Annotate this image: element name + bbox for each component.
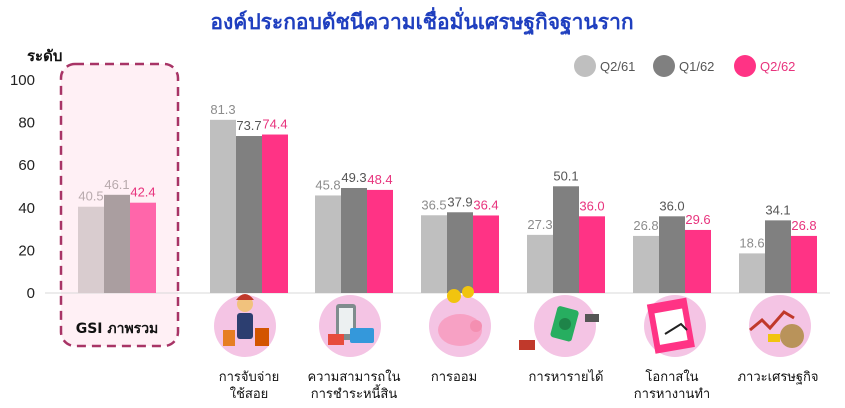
bar bbox=[527, 234, 553, 293]
bar bbox=[341, 187, 367, 293]
bar bbox=[236, 136, 262, 293]
data-label: 29.6 bbox=[685, 212, 710, 227]
bar bbox=[765, 220, 791, 293]
bar bbox=[553, 186, 579, 293]
piggy-bank-icon bbox=[429, 286, 491, 357]
y-tick-label: 80 bbox=[18, 115, 35, 132]
data-label: 36.0 bbox=[579, 198, 604, 213]
bar bbox=[633, 235, 659, 293]
category-icons bbox=[214, 286, 811, 357]
y-axis-label: ระดับ bbox=[27, 47, 62, 65]
category-label: การออม bbox=[431, 370, 477, 385]
legend-label: Q2/62 bbox=[760, 59, 795, 74]
bar bbox=[262, 134, 288, 293]
job-ad-icon bbox=[644, 295, 706, 357]
bar bbox=[315, 195, 341, 293]
data-label: 74.4 bbox=[262, 117, 287, 132]
legend: Q2/61 Q1/62 Q2/62 bbox=[574, 55, 795, 77]
economy-growth-icon bbox=[749, 295, 811, 357]
y-tick-label: 0 bbox=[27, 285, 35, 302]
category-label: การจับจ่ายใช้สอย bbox=[219, 370, 280, 402]
chart-title: องค์ประกอบดัชนีความเชื่อมั่นเศรษฐกิจฐานร… bbox=[210, 6, 633, 36]
category-label: การหารายได้ bbox=[529, 369, 604, 385]
bar bbox=[104, 194, 130, 293]
bar bbox=[78, 206, 104, 293]
category-label: โอกาสในการหางานทำ bbox=[634, 369, 710, 402]
bar bbox=[685, 229, 711, 293]
legend-marker bbox=[574, 55, 596, 77]
data-label: 27.3 bbox=[527, 217, 552, 232]
data-label: 42.4 bbox=[130, 185, 155, 200]
legend-label: Q2/61 bbox=[600, 59, 635, 74]
data-label: 81.3 bbox=[210, 102, 235, 117]
data-label: 45.8 bbox=[315, 177, 340, 192]
bar bbox=[579, 216, 605, 293]
y-tick-label: 100 bbox=[10, 72, 35, 89]
data-label: 48.4 bbox=[367, 172, 392, 187]
category-label: GSI ภาพรวม bbox=[76, 321, 159, 337]
data-label: 36.5 bbox=[421, 197, 446, 212]
bar bbox=[367, 189, 393, 293]
y-tick-label: 20 bbox=[18, 242, 35, 259]
data-label: 73.7 bbox=[236, 118, 261, 133]
bar bbox=[421, 215, 447, 293]
data-labels: 40.546.142.4 81.373.7 74.4 45.8 49.3 48.4 36.5… bbox=[78, 102, 816, 251]
phone-card-payment-icon bbox=[319, 295, 381, 357]
legend-marker bbox=[653, 55, 675, 77]
legend-marker bbox=[734, 55, 756, 77]
data-label: 36.0 bbox=[659, 198, 684, 213]
data-label: 40.5 bbox=[78, 189, 103, 204]
bar bbox=[130, 202, 156, 293]
data-label: 26.8 bbox=[791, 218, 816, 233]
data-label: 37.9 bbox=[447, 194, 472, 209]
bar bbox=[659, 216, 685, 293]
category-label: ภาวะเศรษฐกิจ bbox=[737, 370, 818, 385]
data-label: 34.1 bbox=[765, 202, 790, 217]
data-label: 46.1 bbox=[104, 177, 129, 192]
y-tick-label: 60 bbox=[18, 157, 35, 174]
bars bbox=[78, 119, 817, 294]
category-label: ความสามารถในการชำระหนี้สิน bbox=[307, 369, 400, 402]
data-label: 26.8 bbox=[633, 218, 658, 233]
y-tick-label: 40 bbox=[18, 200, 35, 217]
bar bbox=[447, 212, 473, 293]
bar bbox=[210, 119, 236, 294]
y-axis-ticks: 0 20 40 60 80 100 bbox=[10, 72, 35, 302]
data-label: 49.3 bbox=[341, 170, 366, 185]
bar bbox=[473, 215, 499, 293]
bar bbox=[739, 253, 765, 293]
data-label: 36.4 bbox=[473, 197, 498, 212]
data-label: 18.6 bbox=[739, 235, 764, 250]
bar bbox=[791, 235, 817, 293]
data-label: 50.1 bbox=[553, 168, 578, 183]
money-exchange-icon bbox=[519, 295, 599, 357]
shopping-woman-icon bbox=[214, 294, 276, 357]
legend-label: Q1/62 bbox=[679, 59, 714, 74]
